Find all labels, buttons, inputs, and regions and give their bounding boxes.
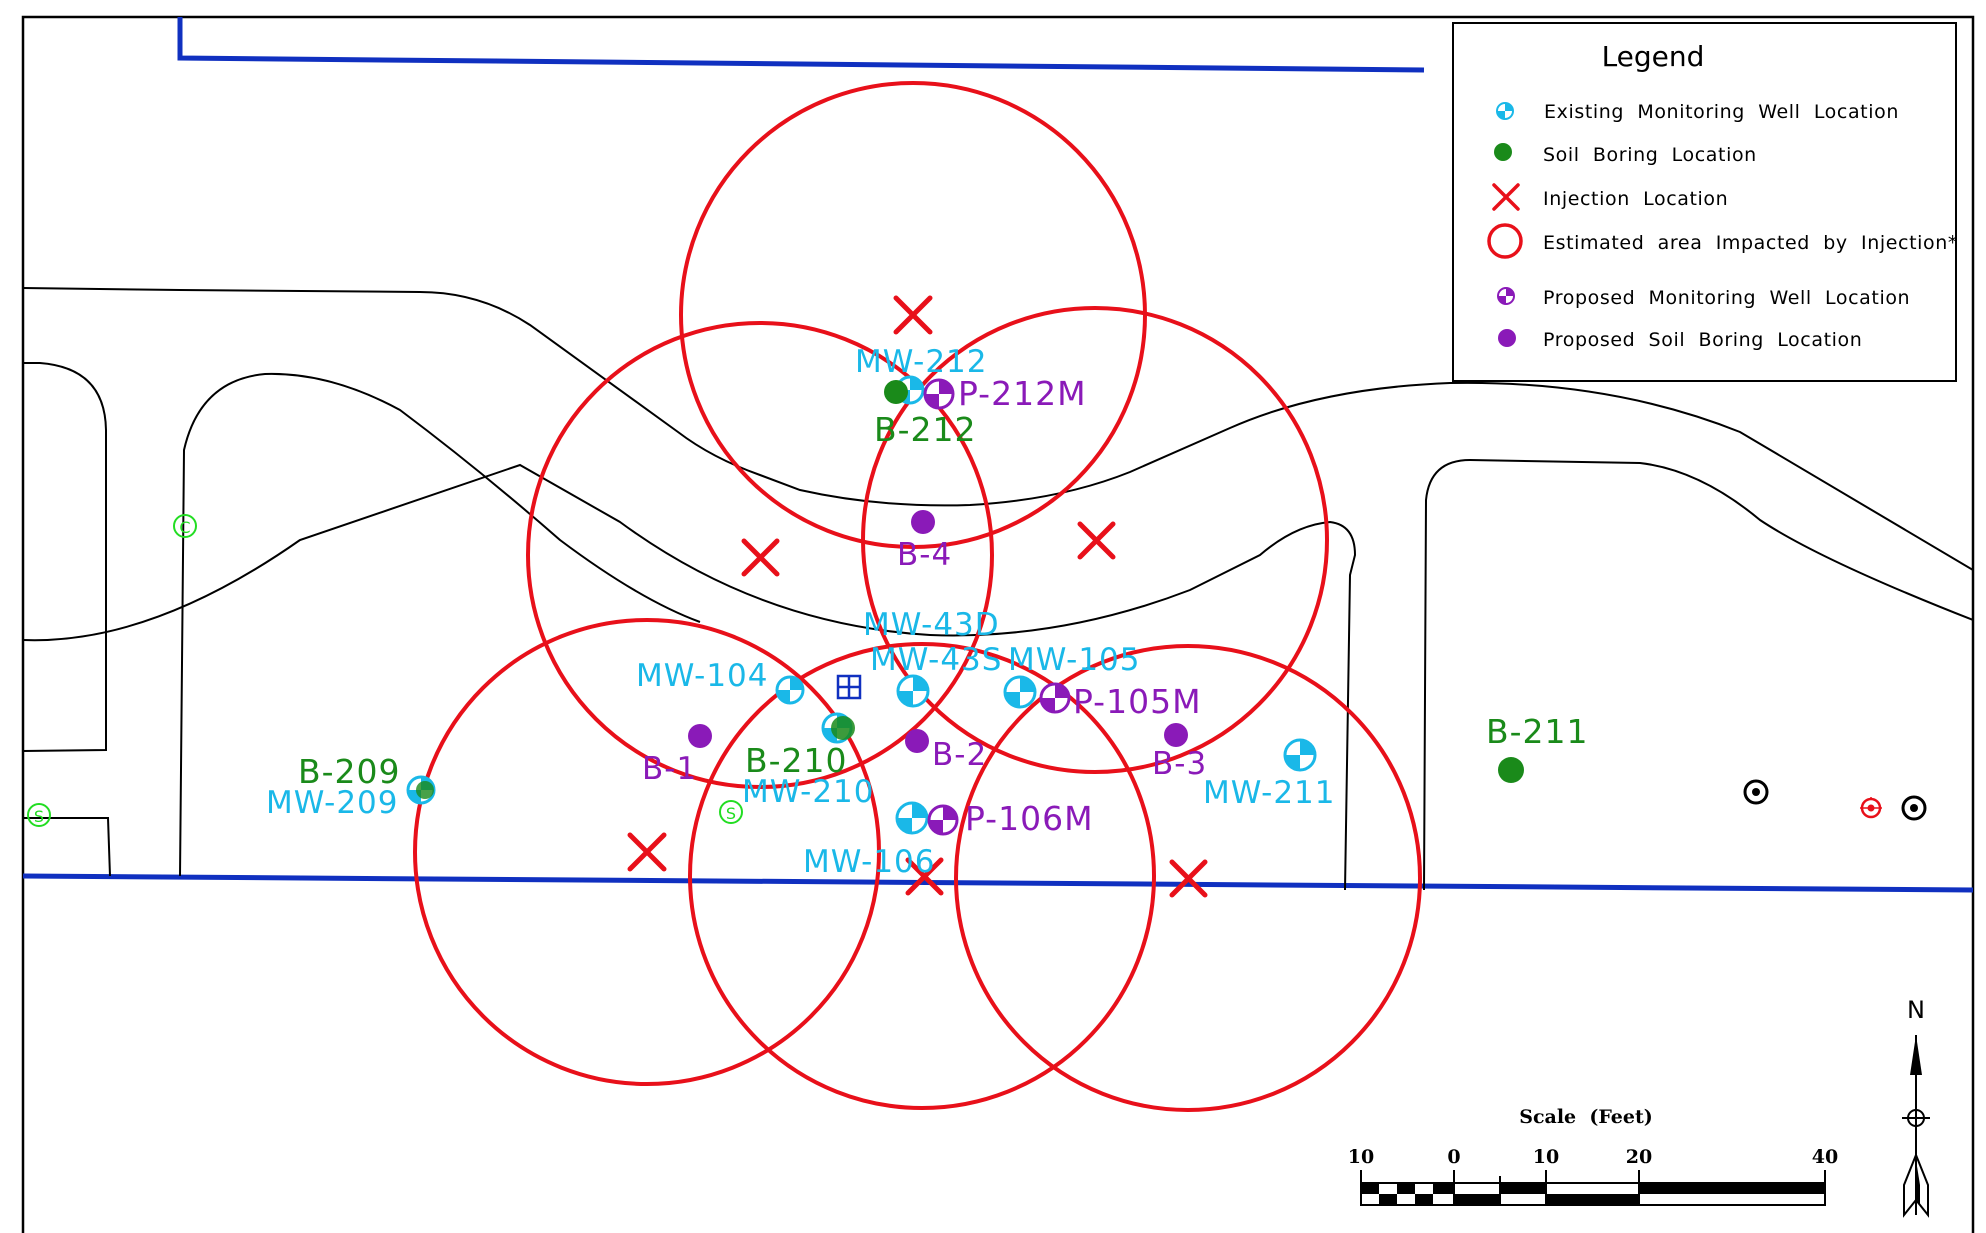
- road-outlines: [23, 287, 1973, 891]
- label-b-211: B-211: [1486, 712, 1589, 751]
- north-arrow: N: [1902, 996, 1930, 1218]
- label-p-106m: P-106M: [965, 799, 1094, 838]
- boundary-line-top: [177, 17, 1425, 73]
- boundary-line-bottom: [23, 873, 1973, 893]
- legend-label-existing-well: Existing Monitoring Well Location: [1544, 101, 1899, 123]
- impact-circle: [688, 642, 1156, 1110]
- impact-circle: [413, 618, 881, 1086]
- label-mw-212: MW-212: [855, 344, 988, 380]
- scale-bar: Scale (Feet) 10 0 10 20 40: [1348, 1106, 1838, 1206]
- existing-well-icon: [775, 675, 805, 705]
- soil-boring-icon: [1494, 143, 1512, 161]
- injection-x-icon: [741, 538, 780, 577]
- impact-circle: [861, 306, 1329, 774]
- proposed-boring-icon: [688, 724, 712, 748]
- legend: Legend Existing Monitoring Well Location…: [1452, 22, 1958, 382]
- existing-well-icon: [1496, 102, 1514, 120]
- proposed-well-icon: [1039, 682, 1071, 714]
- soil-borings: [416, 380, 1524, 799]
- impact-circle: [526, 321, 994, 789]
- label-b-3: B-3: [1152, 746, 1207, 782]
- injection-x-icon: [627, 832, 667, 872]
- existing-well-icon: [896, 674, 930, 708]
- scale-tick-label: 20: [1626, 1146, 1652, 1168]
- label-b-210: B-210: [745, 741, 848, 780]
- existing-well-icon: [895, 801, 929, 835]
- impact-circles: [413, 81, 1422, 1112]
- legend-box: [1452, 22, 1957, 382]
- survey-mark-c: C: [179, 518, 190, 537]
- label-b-2: B-2: [932, 737, 987, 773]
- north-label: N: [1907, 996, 1925, 1024]
- label-b-209: B-209: [298, 752, 401, 791]
- scale-tick-label: 40: [1812, 1146, 1838, 1168]
- injection-x-icon: [1169, 859, 1208, 898]
- legend-label-soil-boring: Soil Boring Location: [1543, 144, 1757, 166]
- existing-well-icon: [1003, 675, 1037, 709]
- label-b-4: B-4: [897, 537, 952, 573]
- impact-circle: [954, 644, 1422, 1112]
- injection-x-icon: [1077, 521, 1116, 560]
- red-marker-icon: [1860, 797, 1882, 819]
- label-mw-209: MW-209: [266, 785, 399, 821]
- soil-boring-icon: [1498, 757, 1524, 783]
- legend-label-injection: Injection Location: [1543, 188, 1728, 210]
- impact-circle-icon: [1487, 223, 1523, 259]
- proposed-boring-icon: [1164, 723, 1188, 747]
- injection-x-icon: [893, 295, 933, 335]
- scale-tick-label: 10: [1533, 1146, 1559, 1168]
- label-mw-105: MW-105: [1008, 642, 1141, 678]
- existing-well-icon: [1283, 738, 1317, 772]
- injection-x-icon: [905, 857, 944, 896]
- injection-points: [627, 295, 1208, 898]
- scale-tick-label: 0: [1447, 1146, 1460, 1168]
- proposed-boring-icon: [1498, 329, 1516, 347]
- legend-label-proposed-boring: Proposed Soil Boring Location: [1543, 329, 1862, 351]
- label-b-212: B-212: [874, 410, 977, 449]
- survey-mark-s: S: [726, 804, 736, 823]
- proposed-wells: [923, 378, 1071, 836]
- scale-title: Scale (Feet): [1519, 1106, 1653, 1128]
- legend-label-impact-area: Estimated area Impacted by Injection*: [1543, 232, 1958, 254]
- proposed-well-icon: [927, 804, 959, 836]
- label-mw-211: MW-211: [1203, 775, 1336, 811]
- proposed-boring-icon: [905, 729, 929, 753]
- soil-boring-icon: [416, 781, 434, 799]
- map-frame: [21, 15, 1975, 1233]
- black-marker-icon: [1743, 779, 1927, 821]
- survey-marks: [27, 514, 743, 827]
- soil-boring-icon: [831, 716, 855, 740]
- proposed-well-icon: [1497, 287, 1515, 305]
- map-labels: MW-212 P-212M B-212 B-4 MW-43D MW-43S MW…: [266, 344, 1589, 880]
- proposed-boring-icon: [911, 510, 935, 534]
- label-b-1: B-1: [642, 751, 697, 787]
- survey-mark-s: S: [34, 807, 44, 826]
- soil-boring-icon: [884, 380, 908, 404]
- legend-title: Legend: [1602, 40, 1705, 73]
- legend-label-proposed-well: Proposed Monitoring Well Location: [1543, 287, 1910, 309]
- injection-x-icon: [1492, 183, 1520, 211]
- grid-marker-icon: [836, 674, 862, 700]
- label-mw-43d: MW-43D: [863, 607, 1000, 643]
- label-p-212m: P-212M: [958, 374, 1087, 413]
- proposed-well-icon: [923, 378, 955, 410]
- proposed-borings: [688, 510, 1188, 753]
- label-mw-43s: MW-43S: [870, 642, 1002, 678]
- label-mw-104: MW-104: [636, 658, 769, 694]
- label-mw-210: MW-210: [742, 774, 875, 810]
- label-p-105m: P-105M: [1073, 682, 1202, 721]
- scale-tick-label: 10: [1348, 1146, 1374, 1168]
- label-mw-106: MW-106: [803, 844, 936, 880]
